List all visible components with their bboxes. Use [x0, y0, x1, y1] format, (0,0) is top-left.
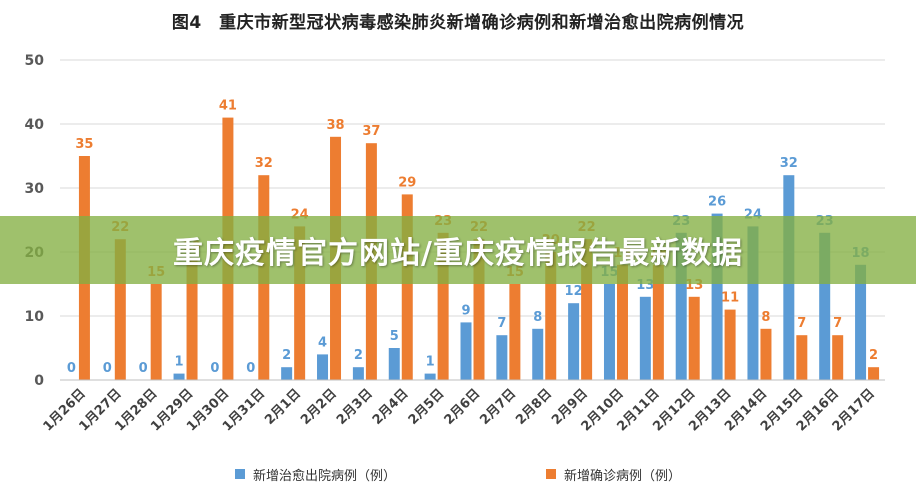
bar-confirmed: [294, 226, 306, 380]
bar-recovered: [747, 226, 759, 380]
chart-title: 图4 重庆市新型冠状病毒感染肺炎新增确诊病例和新增治愈出院病例情况: [171, 13, 745, 33]
bar-recovered: [388, 348, 400, 380]
banner-text: 重庆疫情官方网站/重庆疫情报告最新数据: [173, 236, 743, 271]
data-label-recovered: 0: [67, 361, 76, 376]
data-label-recovered: 1: [175, 355, 184, 370]
legend-label-confirmed: 新增确诊病例（例）: [564, 468, 682, 484]
legend-item-recovered: 新增治愈出院病例（例）: [234, 465, 396, 484]
data-label-recovered: 12: [565, 284, 583, 299]
legend-swatch-confirmed: [546, 469, 556, 479]
data-label-confirmed: 29: [398, 175, 416, 190]
bar-recovered: [317, 354, 329, 380]
bar-confirmed: [186, 258, 198, 380]
data-label-recovered: 0: [139, 361, 148, 376]
bar-confirmed: [652, 264, 664, 380]
bar-confirmed: [832, 335, 844, 380]
bar-confirmed: [545, 252, 557, 380]
y-tick-label: 10: [25, 309, 45, 325]
bar-confirmed: [581, 239, 593, 380]
bar-recovered: [603, 284, 615, 380]
bar-confirmed: [688, 296, 700, 380]
y-tick-label: 50: [25, 53, 45, 69]
data-label-recovered: 0: [246, 361, 255, 376]
data-label-recovered: 1: [426, 355, 435, 370]
x-tick-label: 2月6日: [442, 386, 484, 428]
bar-confirmed: [150, 284, 162, 380]
data-label-recovered: 5: [390, 329, 399, 344]
data-label-confirmed: 37: [362, 124, 380, 139]
bar-confirmed: [796, 335, 808, 380]
bar-recovered: [675, 232, 687, 380]
data-label-confirmed: 38: [326, 118, 344, 133]
data-label-confirmed: 32: [255, 156, 273, 171]
bar-confirmed: [509, 284, 521, 380]
x-tick-label: 2月8日: [513, 386, 555, 428]
data-label-recovered: 0: [103, 361, 112, 376]
x-tick-label: 2月5日: [406, 386, 448, 428]
bar-recovered: [281, 367, 293, 380]
bar-confirmed: [760, 328, 772, 380]
data-label-confirmed: 41: [219, 99, 237, 114]
bar-recovered: [496, 335, 508, 380]
y-tick-label: 30: [25, 181, 45, 197]
overlay-banner: 重庆疫情官方网站/重庆疫情报告最新数据: [0, 216, 916, 284]
x-tick-label: 2月4日: [370, 386, 412, 428]
data-label-confirmed: 35: [75, 137, 93, 152]
bar-recovered: [173, 373, 185, 380]
bar-recovered: [819, 232, 831, 380]
bar-recovered: [568, 303, 580, 380]
legend-item-confirmed: 新增确诊病例（例）: [546, 465, 681, 484]
data-label-confirmed: 2: [869, 348, 878, 363]
data-label-recovered: 4: [318, 335, 327, 350]
data-label-confirmed: 7: [833, 316, 842, 331]
x-tick-label: 2月1日: [262, 386, 304, 428]
bar-confirmed: [114, 239, 126, 380]
bar-recovered: [532, 328, 544, 380]
data-label-recovered: 8: [533, 310, 542, 325]
data-label-recovered: 32: [780, 156, 798, 171]
bar-confirmed: [616, 264, 628, 380]
data-label-confirmed: 11: [721, 291, 739, 306]
data-label-recovered: 2: [282, 348, 291, 363]
bar-confirmed: [401, 194, 413, 380]
y-tick-label: 40: [25, 117, 45, 133]
bar-recovered: [711, 213, 723, 380]
bar-confirmed: [437, 232, 449, 380]
bar-recovered: [639, 296, 651, 380]
legend-swatch-recovered: [234, 469, 245, 479]
data-label-recovered: 26: [708, 195, 726, 210]
data-label-recovered: 0: [210, 361, 219, 376]
bar-confirmed: [473, 239, 485, 380]
data-label-recovered: 2: [354, 348, 363, 363]
data-label-recovered: 9: [461, 303, 470, 318]
bar-recovered: [855, 264, 867, 380]
data-label-confirmed: 7: [797, 316, 806, 331]
y-tick-label: 0: [34, 373, 44, 389]
x-tick-label: 2月2日: [298, 386, 340, 428]
x-tick-label: 2月3日: [334, 386, 376, 428]
bar-confirmed: [868, 367, 880, 380]
bar-recovered: [352, 367, 364, 380]
legend-label-recovered: 新增治愈出院病例（例）: [252, 468, 396, 484]
chart-legend: 新增治愈出院病例（例） 新增确诊病例（例）: [0, 462, 916, 486]
bar-confirmed: [724, 309, 736, 380]
bar-recovered: [424, 373, 436, 380]
data-label-confirmed: 8: [761, 310, 770, 325]
data-label-recovered: 7: [497, 316, 506, 331]
bar-recovered: [460, 322, 472, 380]
x-tick-label: 2月7日: [477, 386, 519, 428]
